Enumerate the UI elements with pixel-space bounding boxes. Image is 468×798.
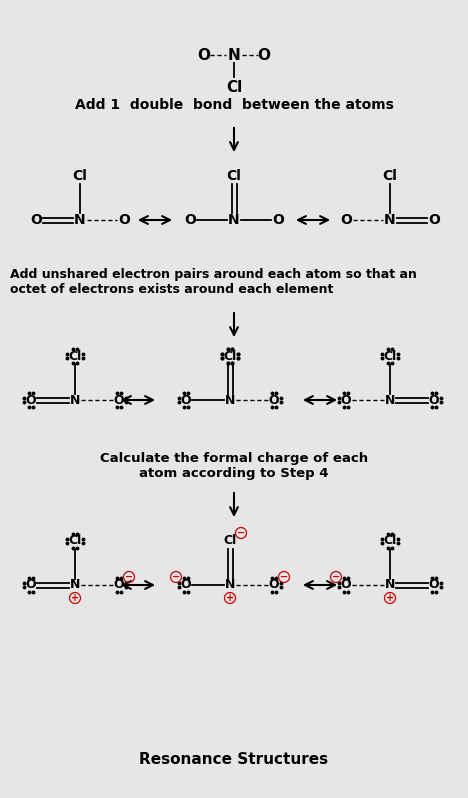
Text: O: O (269, 579, 279, 591)
Text: Cl: Cl (223, 535, 237, 547)
Text: Resonance Structures: Resonance Structures (139, 753, 329, 768)
Text: N: N (70, 393, 80, 406)
Text: O: O (428, 213, 440, 227)
Text: O: O (340, 213, 352, 227)
Text: Cl: Cl (223, 350, 237, 362)
Text: O: O (114, 579, 124, 591)
Text: O: O (118, 213, 130, 227)
Text: −: − (237, 528, 245, 538)
Text: O: O (30, 213, 42, 227)
Text: O: O (114, 393, 124, 406)
Text: Cl: Cl (227, 169, 241, 183)
Text: N: N (74, 213, 86, 227)
Text: O: O (429, 579, 439, 591)
Text: O: O (26, 579, 37, 591)
Text: O: O (257, 48, 271, 62)
Text: Calculate the formal charge of each
atom according to Step 4: Calculate the formal charge of each atom… (100, 452, 368, 480)
Text: N: N (385, 579, 395, 591)
Text: +: + (71, 593, 79, 603)
Text: +: + (226, 593, 234, 603)
Text: Cl: Cl (73, 169, 88, 183)
Text: O: O (341, 393, 351, 406)
Text: N: N (228, 213, 240, 227)
Text: −: − (172, 572, 180, 582)
Text: Add 1  double  bond  between the atoms: Add 1 double bond between the atoms (74, 98, 394, 112)
Text: −: − (332, 572, 340, 582)
Text: N: N (385, 393, 395, 406)
Text: N: N (225, 579, 235, 591)
Text: Add unshared electron pairs around each atom so that an
octet of electrons exist: Add unshared electron pairs around each … (10, 268, 417, 296)
Text: +: + (386, 593, 394, 603)
Text: N: N (384, 213, 396, 227)
Text: Cl: Cl (383, 350, 396, 362)
Text: O: O (26, 393, 37, 406)
Text: N: N (70, 579, 80, 591)
Text: Cl: Cl (68, 535, 81, 547)
Text: O: O (181, 579, 191, 591)
Text: Cl: Cl (382, 169, 397, 183)
Text: O: O (181, 393, 191, 406)
Text: Cl: Cl (68, 350, 81, 362)
Text: O: O (429, 393, 439, 406)
Text: Cl: Cl (383, 535, 396, 547)
Text: O: O (272, 213, 284, 227)
Text: O: O (184, 213, 196, 227)
Text: −: − (125, 572, 133, 582)
Text: N: N (225, 393, 235, 406)
Text: Cl: Cl (226, 80, 242, 94)
Text: O: O (341, 579, 351, 591)
Text: O: O (197, 48, 211, 62)
Text: −: − (280, 572, 288, 582)
Text: O: O (269, 393, 279, 406)
Text: N: N (227, 48, 241, 62)
